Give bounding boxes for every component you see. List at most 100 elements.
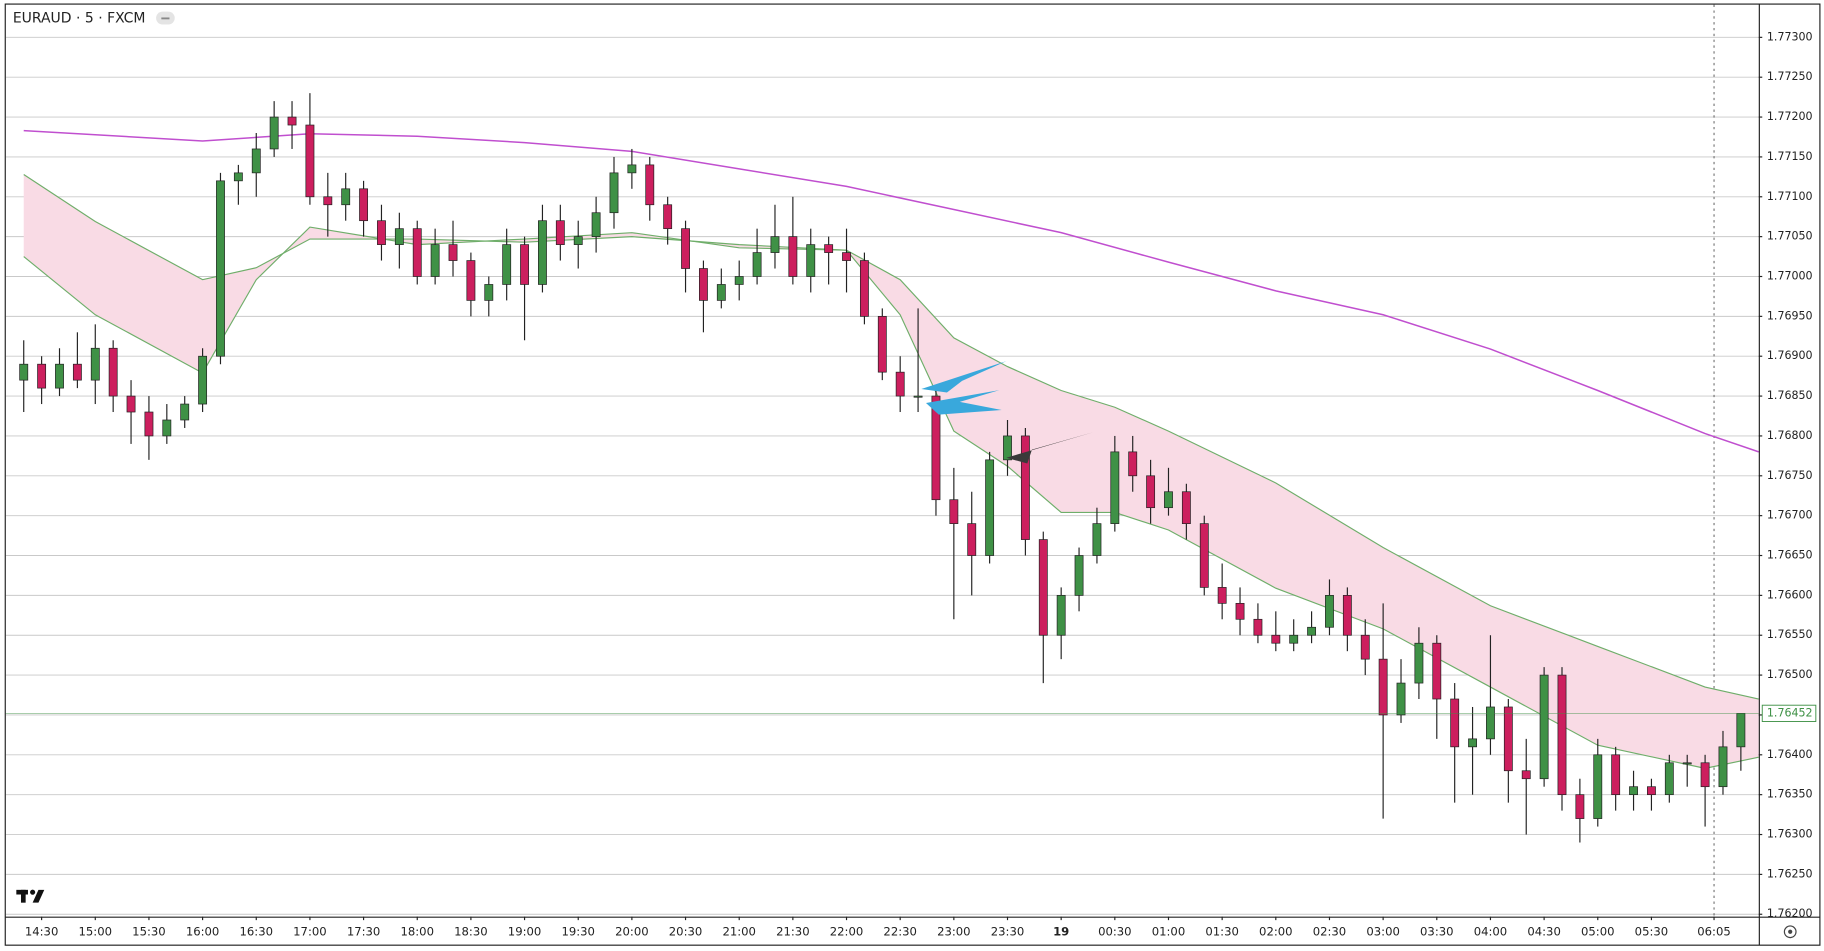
candle-body <box>842 252 851 261</box>
candle-body <box>520 244 529 285</box>
y-tick-label: 1.76400 <box>1767 748 1813 761</box>
candle-body <box>1611 754 1621 796</box>
x-tick-label: 15:30 <box>132 924 166 938</box>
candle-body <box>752 252 762 277</box>
candle-body <box>1593 754 1603 819</box>
candle-body <box>1253 618 1263 636</box>
indicator-line <box>23 129 1760 453</box>
last-price-box <box>1761 704 1817 722</box>
candle-body <box>967 523 977 556</box>
x-tick-label: 20:00 <box>615 924 649 938</box>
candle-body <box>1092 523 1102 556</box>
y-tick-label: 1.76300 <box>1767 828 1813 841</box>
x-tick-label: 23:30 <box>991 924 1025 938</box>
candle-body <box>341 188 351 206</box>
candle-body <box>1128 451 1138 477</box>
candle-body <box>931 395 941 501</box>
candle-body <box>1146 475 1156 509</box>
tv-logo <box>16 889 45 903</box>
x-tick-label: 01:00 <box>1152 924 1186 938</box>
frame <box>4 3 1821 946</box>
candle-body <box>305 124 315 198</box>
candle-body <box>1682 762 1692 765</box>
candle-body <box>126 395 136 413</box>
x-tick-label: 03:30 <box>1420 924 1454 938</box>
candle-body <box>72 363 82 381</box>
candle-body <box>1164 491 1173 509</box>
candle-body <box>1700 762 1710 788</box>
candle-body <box>1289 634 1299 644</box>
x-tick-label: 18:30 <box>454 924 488 938</box>
x-tick-label: 16:00 <box>186 924 220 938</box>
candle-body <box>859 260 869 317</box>
candle-body <box>198 355 208 405</box>
candle-body <box>985 459 995 556</box>
candle-body <box>1020 435 1030 540</box>
x-tick-label: 23:00 <box>937 924 971 938</box>
x-tick-label: 21:30 <box>776 924 810 938</box>
candle-body <box>609 172 619 214</box>
candle-body <box>1539 674 1549 780</box>
candle-body <box>466 260 476 301</box>
y-tick-label: 1.77250 <box>1767 70 1813 83</box>
candle-body <box>90 347 100 381</box>
y-tick-label: 1.76700 <box>1767 509 1813 522</box>
candle-body <box>877 316 887 373</box>
candle-body <box>645 164 655 206</box>
black-arrow <box>1006 432 1094 464</box>
x-tick-label: 03:00 <box>1366 924 1400 938</box>
candle-body <box>949 499 959 524</box>
x-tick-label: 19 <box>1053 924 1069 938</box>
candle-body <box>1629 786 1638 796</box>
y-tick-label: 1.76650 <box>1767 549 1813 562</box>
y-tick-label: 1.77050 <box>1767 230 1813 243</box>
y-tick-label: 1.77150 <box>1767 150 1813 163</box>
candle-body <box>1647 786 1656 796</box>
candle-body <box>180 403 190 421</box>
candle-body <box>734 276 744 285</box>
candle-body <box>1342 595 1352 636</box>
candle-body <box>627 164 637 174</box>
last-price-label: 1.76452 <box>1767 706 1813 719</box>
candle-body <box>1414 642 1424 684</box>
x-tick-label: 05:30 <box>1635 924 1669 938</box>
candle-body <box>37 363 47 389</box>
candle-body <box>1235 602 1245 620</box>
x-tick-label: 14:30 <box>25 924 59 938</box>
y-tick-label: 1.77100 <box>1767 190 1813 203</box>
candle-body <box>377 220 386 245</box>
candle-body <box>412 228 422 277</box>
x-tick-label: 22:30 <box>883 924 917 938</box>
x-tick-label: 01:30 <box>1205 924 1239 938</box>
candle-body <box>19 363 29 381</box>
candle-body <box>323 196 333 206</box>
candle-body <box>430 244 440 277</box>
candle-body <box>448 244 458 261</box>
y-tick-label: 1.76850 <box>1767 389 1813 402</box>
candle-body <box>716 284 726 301</box>
candle-body <box>108 347 118 397</box>
candle-body <box>1271 634 1281 644</box>
x-tick-label: 04:00 <box>1474 924 1508 938</box>
collapse-icon <box>161 17 170 20</box>
band-fill <box>23 174 1759 769</box>
candle-body <box>1486 706 1495 740</box>
settings-icon[interactable] <box>1783 925 1797 939</box>
candle-body <box>895 371 905 397</box>
candle-body <box>1378 658 1388 716</box>
candle-body <box>1432 642 1442 700</box>
y-tick-label: 1.76550 <box>1767 628 1813 641</box>
candle-body <box>1199 523 1209 588</box>
y-tick-label: 1.76750 <box>1767 469 1813 482</box>
candle-body <box>1396 682 1406 716</box>
candle-body <box>1056 595 1066 636</box>
blue-arrow <box>921 361 1007 393</box>
x-tick-label: 16:30 <box>240 924 274 938</box>
y-tick-label: 1.76900 <box>1767 349 1813 362</box>
candle-body <box>806 244 816 277</box>
candle-body <box>233 172 243 182</box>
y-tick-label: 1.77200 <box>1767 110 1813 123</box>
chart-title: EURAUD · 5 · FXCM <box>13 11 146 27</box>
x-tick-label: 15:00 <box>79 924 113 938</box>
x-tick-label: 19:30 <box>561 924 595 938</box>
